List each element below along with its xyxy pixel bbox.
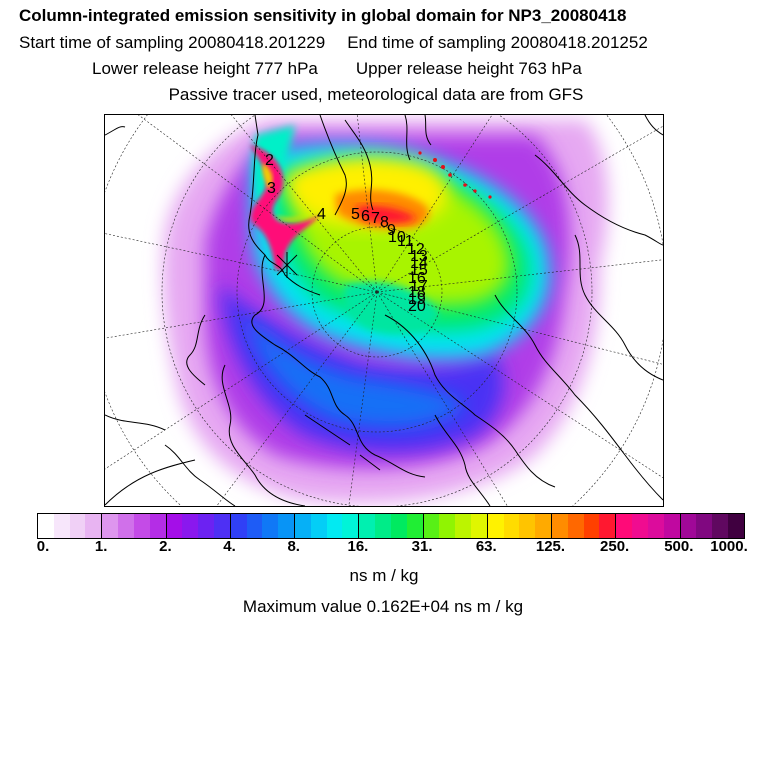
colorbar-swatch xyxy=(616,514,633,538)
colorbar-swatch xyxy=(133,514,150,538)
tracer-note: Passive tracer used, meteorological data… xyxy=(168,85,584,104)
colorbar-swatch xyxy=(390,514,407,538)
colorbar-swatch xyxy=(455,514,471,538)
track-label: 4 xyxy=(317,206,326,223)
track-label: 5 xyxy=(351,206,360,223)
graticule xyxy=(105,115,663,506)
colorbar-tick-label: 500. xyxy=(664,538,694,555)
colorbar-swatch xyxy=(38,514,54,538)
track-label: 7 xyxy=(371,210,380,227)
colorbar-swatch xyxy=(310,514,327,538)
colorbar-swatch xyxy=(552,514,568,538)
colorbar-tick-label: 250. xyxy=(600,538,630,555)
colorbar-swatch xyxy=(102,514,119,538)
start-time-label: Start time of sampling 20080418.201229 xyxy=(19,33,326,52)
colorbar-swatch xyxy=(519,514,536,538)
colorbar-swatch xyxy=(487,514,504,538)
trajectory-labels: 2 3 4 5 6 7 8 9 10 11 12 13 14 15 16 17 … xyxy=(265,152,428,315)
track-label: 14 xyxy=(410,255,428,272)
colorbar-swatch xyxy=(278,514,295,538)
colorbar-swatch xyxy=(423,514,440,538)
colorbar-swatch xyxy=(230,514,247,538)
colorbar-tick-label: 4. xyxy=(223,538,236,555)
upper-release-label: Upper release height 763 hPa xyxy=(355,59,582,78)
colorbar-swatch xyxy=(246,514,263,538)
colorbar xyxy=(37,513,745,539)
end-time-label: End time of sampling 20080418.201252 xyxy=(347,33,648,52)
release-point-marker xyxy=(276,252,298,278)
track-label: 12 xyxy=(407,241,425,258)
track-label: 2 xyxy=(265,152,274,169)
colorbar-tick-label: 1. xyxy=(94,538,108,555)
colorbar-swatch xyxy=(647,514,664,538)
colorbar-swatch xyxy=(85,514,103,538)
colorbar-swatch xyxy=(182,514,199,538)
colorbar-swatch xyxy=(680,514,697,538)
colorbar-tick-label: 2. xyxy=(159,538,172,555)
colorbar-swatch xyxy=(439,514,456,538)
colorbar-swatch xyxy=(166,514,183,538)
colorbar-swatch xyxy=(712,514,728,538)
track-label: 3 xyxy=(267,180,276,197)
colorbar-units: ns m / kg xyxy=(349,566,419,585)
source-dots xyxy=(418,151,492,199)
track-label: 15 xyxy=(410,262,428,279)
colorbar-swatch xyxy=(375,514,391,538)
release-heights: Lower release height 777 hPa Upper releas… xyxy=(92,59,768,79)
map-canvas: 2 3 4 5 6 7 8 9 10 11 12 13 14 15 16 17 … xyxy=(105,115,663,506)
track-label: 18 xyxy=(408,284,426,301)
colorbar-swatch xyxy=(406,514,424,538)
colorbar-tick-label: 1000. xyxy=(710,538,748,555)
colorbar-swatch xyxy=(470,514,488,538)
colorbar-swatch xyxy=(198,514,214,538)
colorbar-tick-label: 16. xyxy=(347,538,369,555)
track-label: 20 xyxy=(408,298,426,315)
colorbar-swatch xyxy=(583,514,600,538)
coastlines xyxy=(105,115,663,506)
colorbar-swatch xyxy=(727,514,744,538)
track-label: 17 xyxy=(410,278,428,295)
track-label: 6 xyxy=(361,208,370,225)
colorbar-swatch xyxy=(696,514,713,538)
colorbar-tick-label: 31. xyxy=(411,538,433,555)
colorbar-swatch xyxy=(213,514,231,538)
colorbar-swatch xyxy=(295,514,311,538)
colorbar-swatch xyxy=(359,514,376,538)
emission-sensitivity-field xyxy=(163,120,608,503)
colorbar-swatch xyxy=(53,514,70,538)
maximum-value-label: Maximum value 0.162E+04 ns m / kg xyxy=(242,597,524,616)
colorbar-tick-label: 8. xyxy=(287,538,300,555)
track-label: 9 xyxy=(387,222,396,239)
sampling-times: Start time of sampling 20080418.201229 En… xyxy=(19,33,768,53)
colorbar-swatch xyxy=(599,514,617,538)
colorbar-swatch xyxy=(262,514,279,538)
colorbar-swatch xyxy=(663,514,681,538)
colorbar-tick-label: 63. xyxy=(475,538,497,555)
colorbar-swatch xyxy=(69,514,86,538)
track-label: 13 xyxy=(410,248,428,265)
plot-title: Column-integrated emission sensitivity i… xyxy=(19,6,627,25)
colorbar-swatch xyxy=(149,514,167,538)
colorbar-tick-label: 0. xyxy=(36,538,50,555)
colorbar-swatch xyxy=(342,514,360,538)
track-label: 19 xyxy=(408,291,426,308)
colorbar-swatch xyxy=(118,514,134,538)
colorbar-swatch xyxy=(326,514,343,538)
track-label: 11 xyxy=(397,233,414,250)
lower-release-label: Lower release height 777 hPa xyxy=(92,59,318,78)
colorbar-tick-label: 125. xyxy=(535,538,566,555)
track-label: 8 xyxy=(380,214,389,231)
colorbar-swatch xyxy=(535,514,552,538)
track-label: 10 xyxy=(388,229,406,246)
sensitivity-map: 2 3 4 5 6 7 8 9 10 11 12 13 14 15 16 17 … xyxy=(104,114,664,507)
colorbar-swatch xyxy=(632,514,648,538)
colorbar-swatch xyxy=(503,514,520,538)
colorbar-swatch xyxy=(567,514,584,538)
track-label: 16 xyxy=(408,270,426,287)
